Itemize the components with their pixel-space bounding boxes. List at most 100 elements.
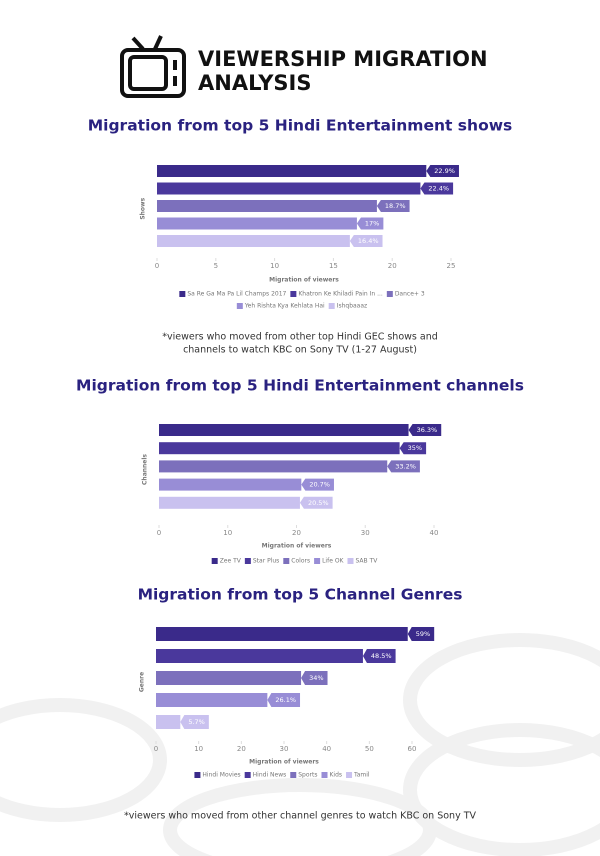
legend-label: Colors — [291, 558, 310, 565]
value-label-tag — [420, 182, 454, 195]
value-label-tag — [408, 424, 442, 436]
value-label: 33.2% — [395, 462, 416, 470]
bar — [156, 693, 268, 707]
x-tick-label: 40 — [430, 529, 439, 537]
value-label-tag — [180, 715, 209, 729]
x-tick-label: 20 — [237, 745, 246, 753]
legend-label: Sa Re Ga Ma Pa Lil Champs 2017 — [187, 291, 286, 298]
legend-swatch — [194, 772, 201, 778]
x-tick-label: 40 — [322, 745, 331, 753]
x-tick-label: 10 — [270, 262, 279, 270]
x-tick-label: 5 — [214, 262, 218, 270]
bar — [159, 496, 300, 509]
bar — [157, 200, 377, 212]
value-label-tag — [267, 693, 301, 707]
y-axis-label: Shows — [140, 197, 147, 219]
bar — [159, 478, 302, 491]
legend-swatch — [321, 772, 328, 778]
value-label: 26.1% — [275, 696, 296, 704]
legend-label: Khatron Ke Khiladi Pain In ... — [298, 291, 383, 298]
legend-swatch — [211, 558, 218, 564]
legend-label: Dance+ 3 — [395, 291, 425, 298]
x-tick-label: 20 — [388, 262, 397, 270]
x-axis-label: Migration of viewers — [269, 277, 339, 284]
legend-label: Yeh Rishta Kya Kehlata Hai — [244, 303, 325, 310]
value-label: 16.4% — [358, 237, 379, 245]
value-label: 5.7% — [188, 718, 205, 726]
bar — [156, 649, 363, 663]
legend-swatch — [290, 772, 297, 778]
x-tick-label: 30 — [280, 745, 289, 753]
tv-icon — [120, 35, 186, 98]
bar — [157, 165, 427, 177]
bar — [159, 460, 388, 473]
chart-title: Migration from top 5 Hindi Entertainment… — [88, 117, 513, 135]
legend-swatch — [283, 558, 290, 564]
value-label: 59% — [416, 630, 430, 638]
bar — [157, 182, 421, 195]
bar — [157, 235, 350, 247]
footnote: channels to watch KBC on Sony TV (1-27 A… — [183, 345, 417, 356]
x-tick-label: 0 — [157, 529, 161, 537]
page-title: VIEWERSHIP MIGRATION — [198, 47, 488, 71]
legend-swatch — [236, 303, 243, 309]
legend-label: Star Plus — [253, 558, 279, 565]
legend-swatch — [386, 291, 393, 297]
x-axis-label: Migration of viewers — [262, 543, 332, 550]
value-label-tag — [407, 627, 435, 641]
value-label: 35% — [408, 444, 422, 452]
x-tick-label: 50 — [365, 745, 374, 753]
value-label-tag — [349, 235, 383, 247]
legend-label: Hindi News — [253, 772, 287, 779]
x-axis-label: Migration of viewers — [249, 759, 319, 766]
legend-label: Sports — [298, 772, 317, 779]
bar — [157, 217, 357, 230]
legend-label: Zee TV — [220, 558, 242, 565]
y-axis-label: Channels — [142, 454, 149, 485]
legend-swatch — [290, 291, 297, 297]
legend-label: Tamil — [353, 772, 370, 779]
bar — [156, 671, 302, 685]
value-label-tag — [301, 671, 328, 685]
legend-label: Life OK — [322, 558, 344, 565]
legend-swatch — [328, 303, 335, 309]
x-tick-label: 10 — [194, 745, 203, 753]
value-label: 22.4% — [428, 185, 449, 193]
value-label: 48.5% — [371, 652, 392, 660]
bar — [156, 715, 181, 729]
value-label-tag — [301, 478, 334, 491]
x-tick-label: 30 — [361, 529, 370, 537]
value-label: 22.9% — [434, 167, 455, 175]
value-label-tag — [426, 165, 459, 177]
bar — [156, 627, 408, 641]
value-label: 18.7% — [385, 202, 406, 210]
bar — [159, 442, 400, 455]
value-label-tag — [362, 649, 396, 663]
x-tick-label: 25 — [447, 262, 456, 270]
x-tick-label: 0 — [154, 745, 158, 753]
legend-swatch — [244, 558, 251, 564]
footnote: *viewers who moved from other channel ge… — [124, 811, 477, 822]
x-tick-label: 10 — [223, 529, 232, 537]
legend-label: Ishqbaaaz — [337, 303, 368, 310]
value-label: 34% — [309, 674, 323, 682]
footnote: *viewers who moved from other top Hindi … — [162, 332, 438, 343]
x-tick-label: 20 — [292, 529, 301, 537]
chart-title: Migration from top 5 Hindi Entertainment… — [76, 377, 524, 395]
x-tick-label: 15 — [329, 262, 338, 270]
value-label: 20.7% — [309, 481, 330, 489]
legend-swatch — [244, 772, 251, 778]
legend-swatch — [346, 772, 353, 778]
legend-label: SAB TV — [355, 558, 378, 565]
value-label-tag — [356, 217, 384, 230]
legend-swatch — [314, 558, 321, 564]
page-title: ANALYSIS — [198, 71, 311, 95]
chart-title: Migration from top 5 Channel Genres — [138, 586, 463, 604]
value-label-tag — [387, 460, 420, 473]
x-tick-label: 60 — [408, 745, 417, 753]
bar — [159, 424, 409, 436]
value-label: 17% — [365, 220, 379, 228]
legend-swatch — [179, 291, 186, 297]
value-label-tag — [399, 442, 427, 455]
